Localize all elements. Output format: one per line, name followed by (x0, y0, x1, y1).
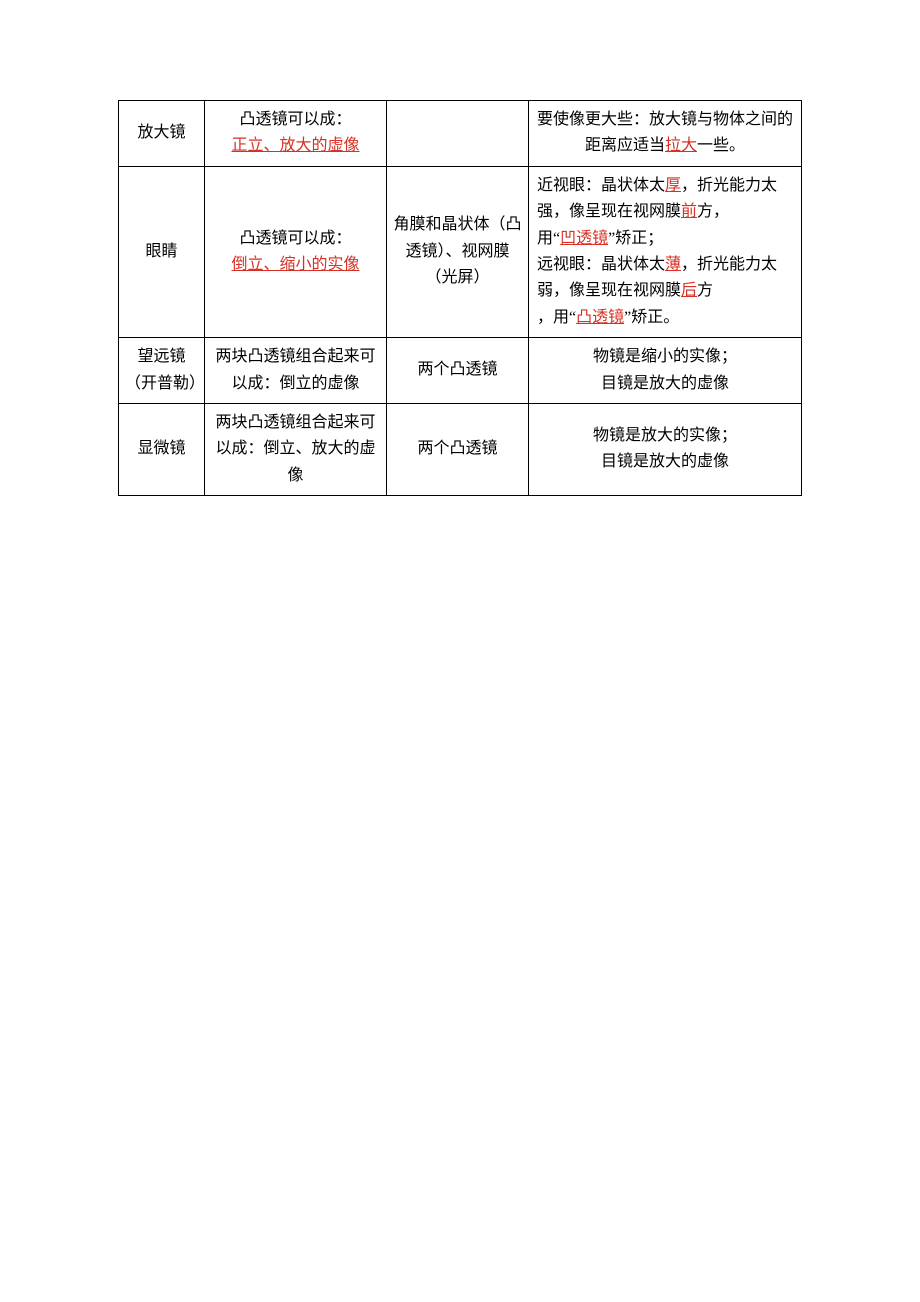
principle-line1: 凸透镜可以成： (239, 111, 351, 128)
cell-principle: 凸透镜可以成： 正立、放大的虚像 (205, 101, 387, 167)
cell-structure: 两个凸透镜 (387, 338, 529, 404)
cell-structure: 角膜和晶状体（凸透镜）、视网膜（光屏） (387, 166, 529, 337)
principle-highlight: 倒立、缩小的实像 (231, 256, 359, 273)
cell-device: 眼睛 (119, 166, 205, 337)
cell-note: 物镜是缩小的实像；目镜是放大的虚像 (529, 338, 802, 404)
cell-principle: 凸透镜可以成： 倒立、缩小的实像 (205, 166, 387, 337)
cell-device: 放大镜 (119, 101, 205, 167)
optics-table: 放大镜 凸透镜可以成： 正立、放大的虚像 要使像更大些：放大镜与物体之间的距离应… (118, 100, 802, 496)
table-row: 望远镜（开普勒） 两块凸透镜组合起来可以成：倒立的虚像 两个凸透镜 物镜是缩小的… (119, 338, 802, 404)
cell-note: 物镜是放大的实像；目镜是放大的虚像 (529, 403, 802, 495)
cell-principle: 两块凸透镜组合起来可以成：倒立的虚像 (205, 338, 387, 404)
principle-line1: 凸透镜可以成： (239, 230, 351, 247)
cell-structure (387, 101, 529, 167)
cell-principle: 两块凸透镜组合起来可以成：倒立、放大的虚像 (205, 403, 387, 495)
cell-note: 要使像更大些：放大镜与物体之间的距离应适当拉大一些。 (529, 101, 802, 167)
table-row: 眼睛 凸透镜可以成： 倒立、缩小的实像 角膜和晶状体（凸透镜）、视网膜（光屏） … (119, 166, 802, 337)
cell-structure: 两个凸透镜 (387, 403, 529, 495)
cell-device: 望远镜（开普勒） (119, 338, 205, 404)
cell-device: 显微镜 (119, 403, 205, 495)
principle-highlight: 正立、放大的虚像 (231, 137, 359, 154)
table-row: 放大镜 凸透镜可以成： 正立、放大的虚像 要使像更大些：放大镜与物体之间的距离应… (119, 101, 802, 167)
table-row: 显微镜 两块凸透镜组合起来可以成：倒立、放大的虚像 两个凸透镜 物镜是放大的实像… (119, 403, 802, 495)
cell-note: 近视眼：晶状体太厚，折光能力太强，像呈现在视网膜前方，用“凹透镜”矫正；远视眼：… (529, 166, 802, 337)
